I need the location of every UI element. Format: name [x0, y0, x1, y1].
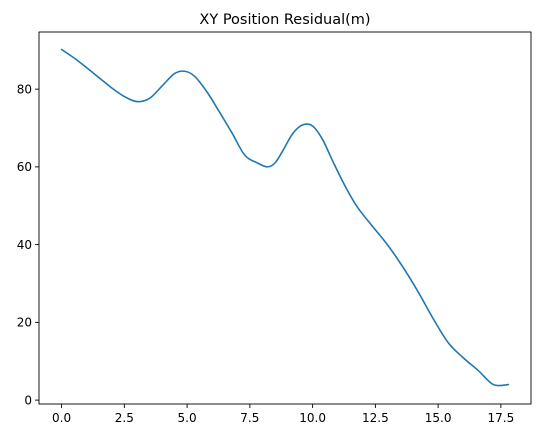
x-tick-label: 17.5 [488, 411, 515, 425]
y-tick-label: 20 [17, 316, 32, 330]
y-tick-label: 60 [17, 160, 32, 174]
y-tick-label: 40 [17, 238, 32, 252]
axes-layer: 0.0 2.5 5.0 7.5 10.0 12.5 15.0 17.5 0 20 40 60 80 [17, 31, 532, 425]
x-tick-label: 15.0 [425, 411, 452, 425]
series-line-0 [60, 48, 510, 387]
y-tick-label: 80 [17, 82, 32, 96]
x-tick-label: 10.0 [299, 411, 326, 425]
plot-frame [38, 31, 532, 405]
series-layer [60, 48, 510, 387]
x-tick-label: 12.5 [362, 411, 389, 425]
x-tick-label: 7.5 [240, 411, 259, 425]
chart-title: XY Position Residual(m) [199, 12, 370, 28]
y-tick-label: 0 [24, 393, 32, 407]
x-tick-label: 2.5 [115, 411, 134, 425]
x-tick-label: 5.0 [178, 411, 197, 425]
x-tick-label: 0.0 [52, 411, 71, 425]
